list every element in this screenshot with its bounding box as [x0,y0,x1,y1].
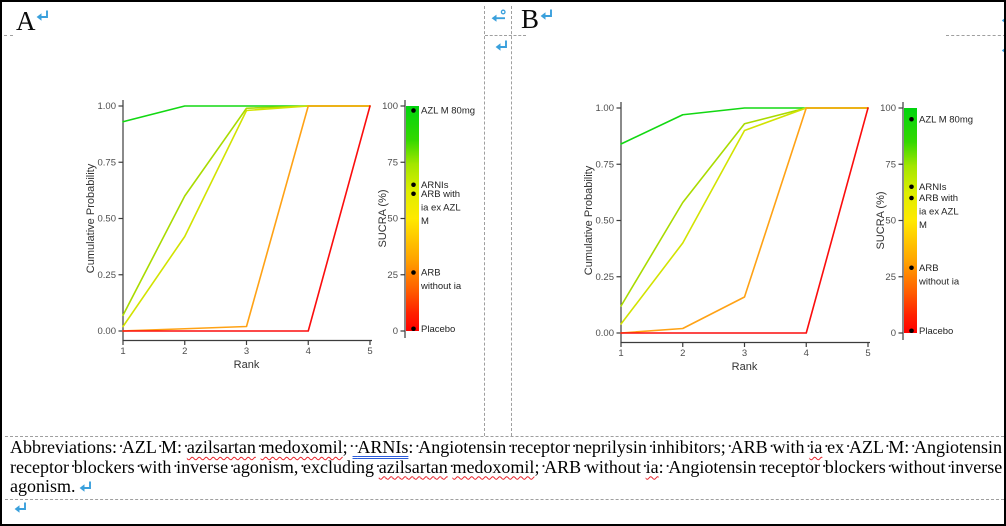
line-break-mark-icon [36,10,48,21]
panel-a-label: A [16,6,36,36]
line-break-mark-icon [495,40,507,51]
svg-text:without ia: without ia [918,276,960,287]
caption-text: : · Angiotensin · receptor · blockers · with… [10,455,1004,496]
svg-text:M: M [421,216,429,227]
svg-text:0: 0 [891,328,896,339]
svg-text:0.25: 0.25 [596,272,615,283]
svg-text:Cumulative Probability: Cumulative Probability [583,165,595,275]
caption-boundary-bottom [5,499,1004,500]
svg-text:M: M [919,220,927,231]
svg-text:4: 4 [804,348,809,359]
line-break-mark [13,500,28,515]
spelling-flagged-text: medoxomil [260,437,343,457]
line-break-clipped-mark-icon [1001,48,1004,53]
panel-b-label: B [521,4,540,34]
spelling-flagged-text: medoxomil [452,456,535,477]
svg-text:0.00: 0.00 [596,328,615,339]
caption-text: · [256,436,263,456]
svg-text:ARB: ARB [919,263,939,274]
line-break-mark-icon [79,481,91,492]
text-boundary-vertical-right [511,6,512,436]
svg-text:75: 75 [885,159,896,170]
svg-text:75: 75 [387,157,398,168]
svg-text:0.00: 0.00 [98,326,117,337]
line-break-clipped-mark [1001,44,1004,57]
svg-text:4: 4 [306,346,311,357]
caption-text: ·ex ·AZL ·M: ·Angiotensin ·receptor ·blo… [10,436,1004,477]
svg-text:ia ex AZL: ia ex AZL [421,202,461,213]
sucra-cumulative-chart-a: 1 2 3 4 5 Rank 0.00 0.25 0.50 0.75 1.00 Cumulative … [85,100,475,371]
spelling-flagged-text: ia [645,456,659,477]
svg-text:ARB with: ARB with [919,193,958,204]
svg-text:ARB: ARB [421,268,441,279]
svg-text:Placebo: Placebo [919,326,953,337]
svg-text:Cumulative Probability: Cumulative Probability [85,163,97,273]
spelling-flagged-text: azilsartan [186,437,256,457]
line-break-clipped-mark [1001,14,1004,27]
line-break-mark [35,8,50,23]
svg-text:100: 100 [880,103,896,114]
svg-text:without ia: without ia [420,281,462,292]
line-break-mark [539,7,554,22]
caption-text: Abbreviations: · AZL · M: · [10,436,190,457]
svg-text:2: 2 [680,348,685,359]
svg-text:1: 1 [120,346,125,357]
line-break-mark [494,38,509,53]
svg-text:ARNIs: ARNIs [421,180,449,191]
spelling-flagged-text: ia [809,437,823,457]
abbreviations-caption: Abbreviations: · AZL · M: · azilsartan · med… [10,436,1004,497]
caption-text: ; · ARB · without · [534,455,648,477]
svg-text:0.50: 0.50 [98,214,117,225]
svg-text:Placebo: Placebo [421,324,455,335]
grammar-flagged-text: · ARNIs [353,436,409,457]
text-wrap-break-mark-icon [491,9,506,22]
svg-text:ia ex AZL: ia ex AZL [919,207,959,218]
svg-text:ARNIs: ARNIs [919,182,947,193]
svg-text:AZL M 80mg: AZL M 80mg [919,114,973,125]
svg-text:1.00: 1.00 [596,103,615,114]
svg-text:50: 50 [885,216,896,227]
svg-text:2: 2 [182,346,187,357]
line-break-clipped-mark-icon [1001,18,1004,23]
caption-text: ; · [342,436,355,457]
svg-text:1: 1 [618,348,623,359]
svg-text:0.25: 0.25 [98,270,117,281]
text-boundary-fragment-left [4,35,13,36]
svg-text:0.75: 0.75 [98,157,117,168]
svg-text:0: 0 [393,326,398,337]
caption-text: · [448,455,455,476]
text-boundary-fragment-right [946,35,1004,36]
line-break-mark-icon [540,9,552,20]
spelling-flagged-text: azilsartan [378,456,448,477]
sucra-cumulative-chart-b: 1 2 3 4 5 Rank 0.00 0.25 0.50 0.75 1.00 Cumulative … [583,102,973,373]
svg-text:Rank: Rank [234,359,260,371]
svg-text:SUCRA (%): SUCRA (%) [377,189,389,247]
svg-text:3: 3 [742,348,747,359]
text-boundary-fragment-mid [485,35,526,36]
svg-text:5: 5 [865,348,870,359]
svg-text:50: 50 [387,214,398,225]
svg-text:25: 25 [885,272,896,283]
svg-text:ARB with: ARB with [421,189,460,200]
svg-text:Rank: Rank [732,361,758,373]
caption-line-break-mark [78,479,93,494]
svg-text:1.00: 1.00 [98,101,117,112]
svg-text:SUCRA (%): SUCRA (%) [875,191,887,249]
caption-boundary-top [5,436,1004,437]
line-break-mark-icon [14,502,26,513]
svg-text:5: 5 [367,346,372,357]
svg-text:AZL M 80mg: AZL M 80mg [421,106,475,117]
text-boundary-vertical-left [484,6,485,436]
svg-text:0.50: 0.50 [596,216,615,227]
caption-text: : · Angiotensin · receptor · neprilysin · in… [408,436,812,457]
svg-text:0.75: 0.75 [596,159,615,170]
svg-text:3: 3 [244,346,249,357]
text-wrap-break-mark [489,9,507,23]
svg-text:100: 100 [382,101,398,112]
svg-text:25: 25 [387,270,398,281]
